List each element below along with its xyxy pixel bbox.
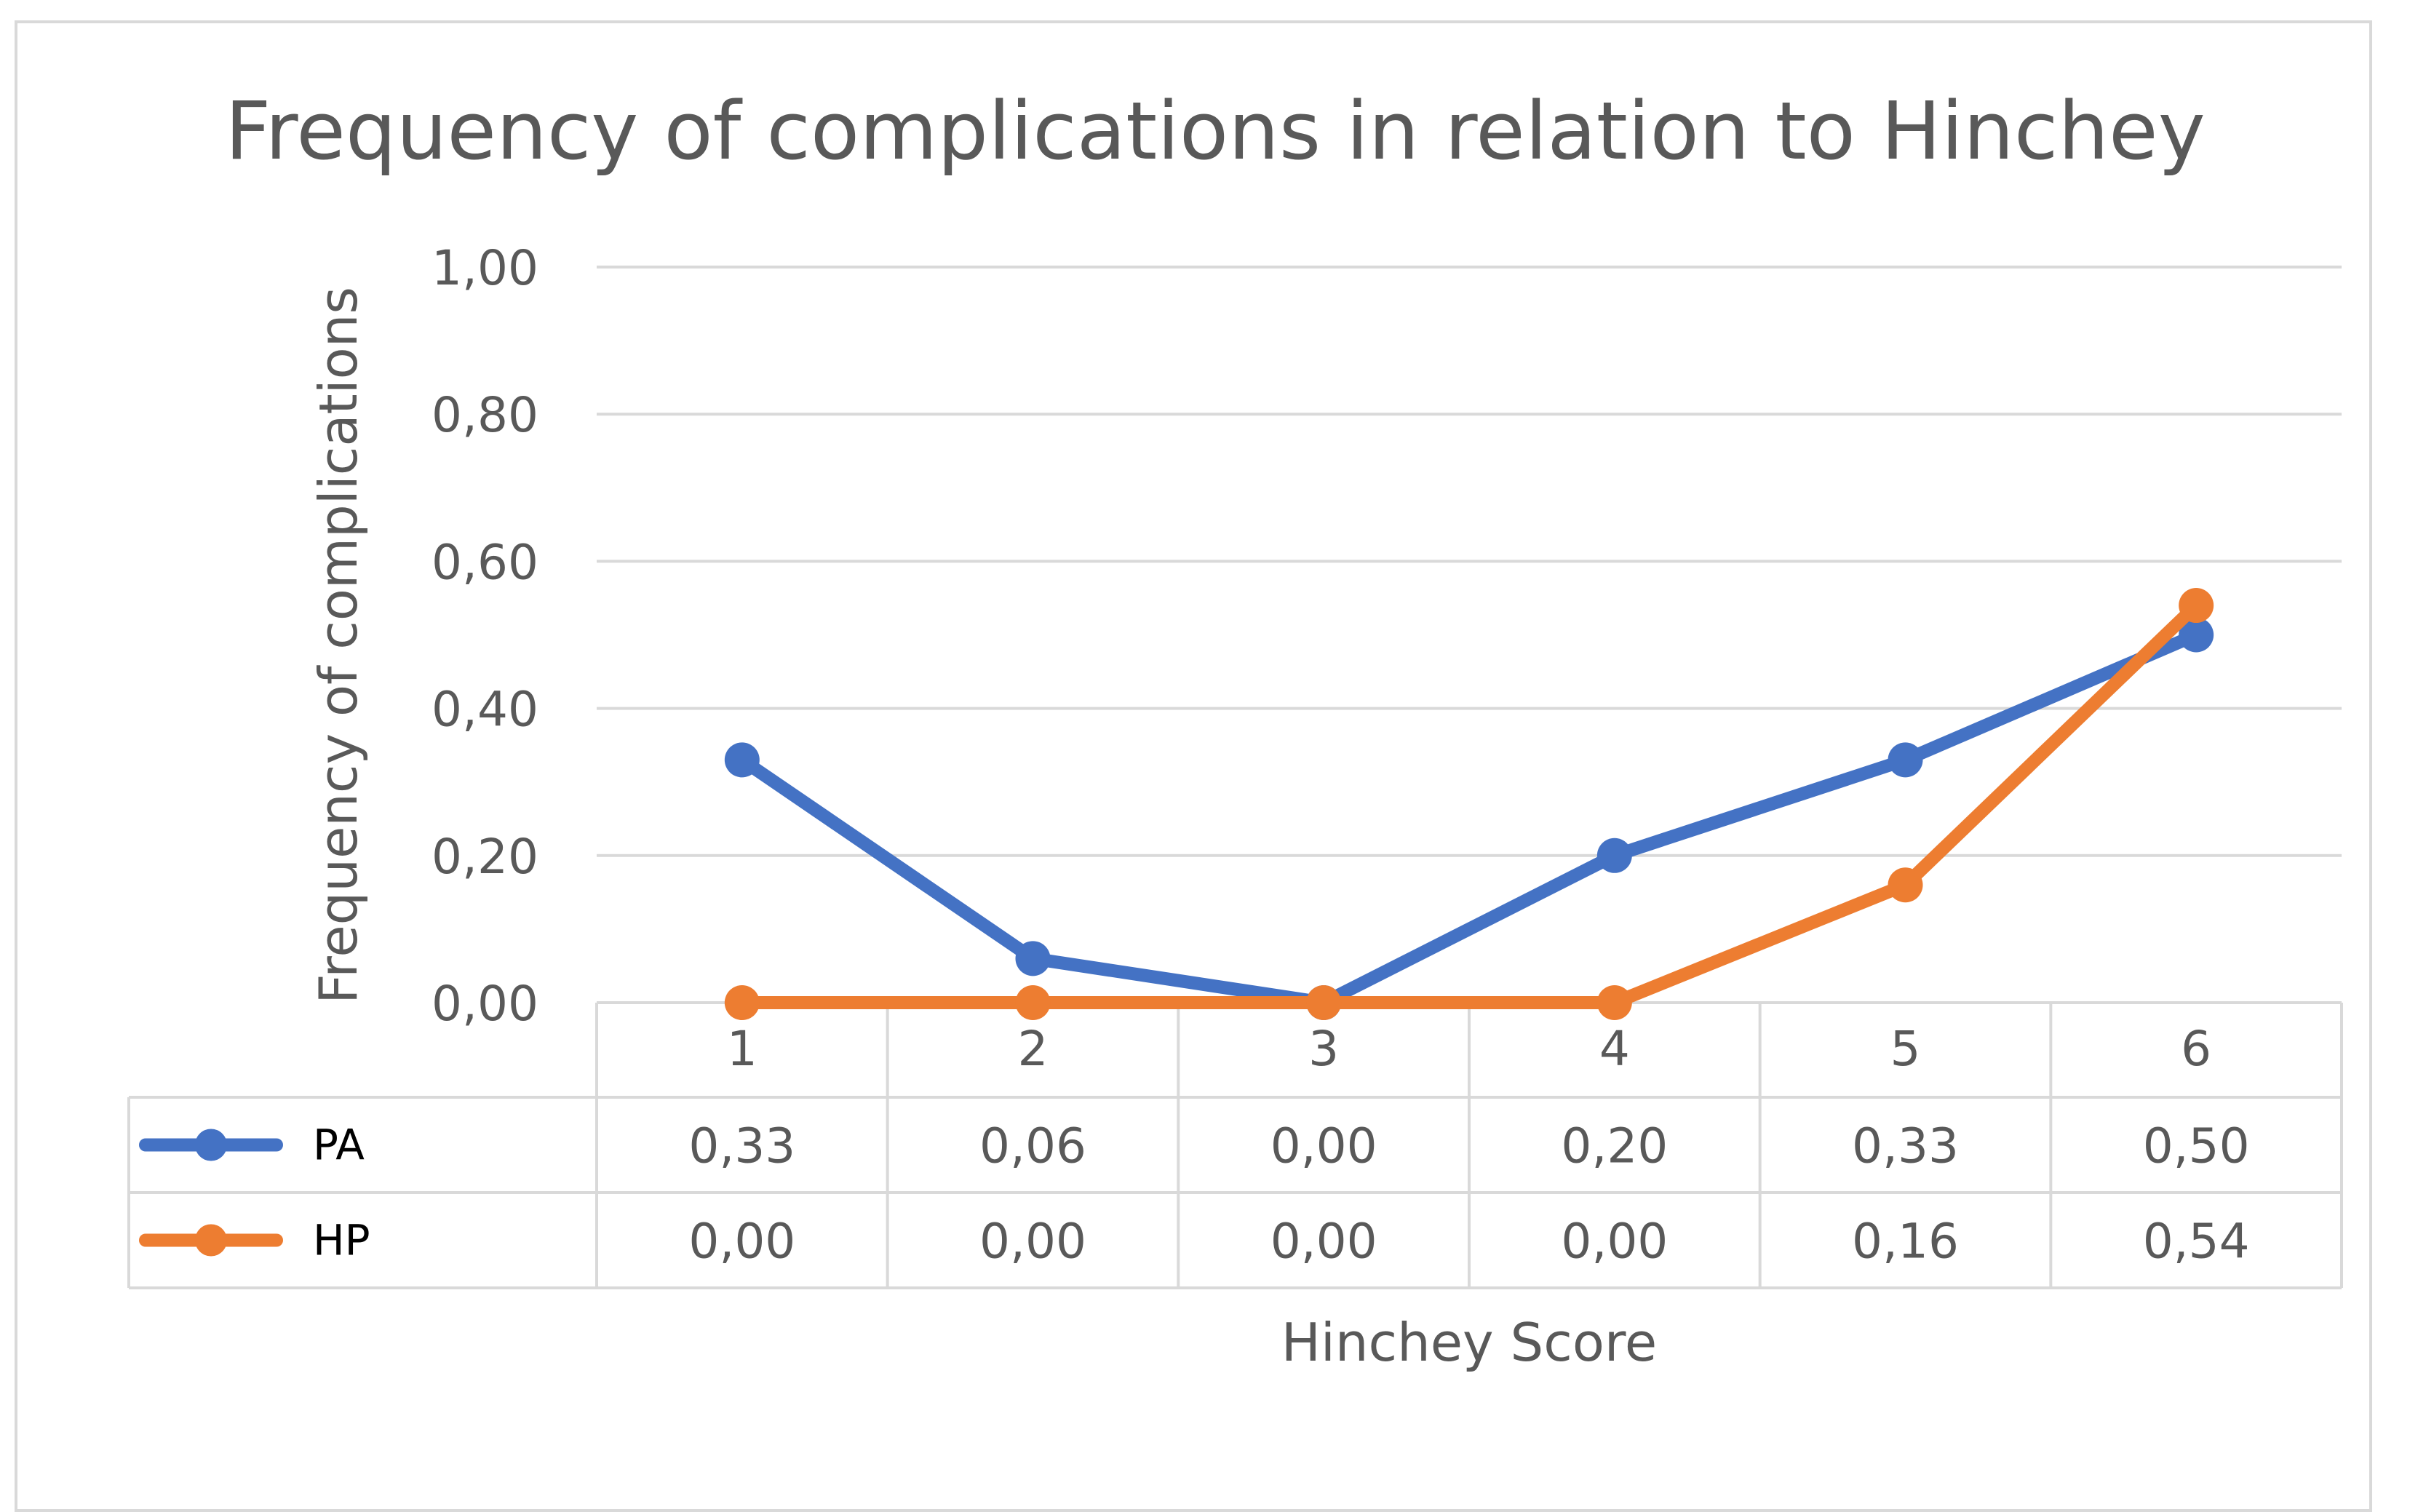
x-axis-title: Hinchey Score	[1281, 1312, 1657, 1373]
series-line-hp	[735, 599, 2203, 1009]
legend-marker-hp	[195, 1224, 227, 1257]
legend-label-pa: PA	[313, 1121, 365, 1170]
x-tick-label: 5	[1890, 1021, 1921, 1077]
data-point-hp	[724, 985, 760, 1020]
chart-frame	[15, 20, 2372, 1512]
y-tick-label: 1,00	[431, 240, 538, 296]
data-label: 0,00	[1561, 1214, 1668, 1270]
data-point-hp	[1596, 985, 1632, 1020]
legend-marker-pa	[195, 1129, 227, 1161]
data-label: 0,00	[979, 1214, 1086, 1270]
data-point-hp	[2179, 588, 2214, 624]
chart-title: Frequency of complications in relation t…	[225, 84, 2206, 178]
data-label: 0,00	[688, 1214, 795, 1270]
data-point-pa	[2179, 617, 2214, 653]
y-axis-title: Frequency of complications	[308, 287, 369, 1004]
y-tick-label: 0,40	[431, 682, 538, 738]
y-tick-label: 0,20	[431, 829, 538, 885]
chart: Frequency of complications in relation t…	[127, 84, 2343, 1373]
x-tick-label: 1	[727, 1021, 757, 1077]
data-label: 0,33	[688, 1118, 795, 1174]
y-tick-label: 0,60	[431, 534, 538, 590]
legend-label-hp: HP	[313, 1216, 370, 1265]
data-label: 0,20	[1561, 1118, 1668, 1174]
data-point-pa	[724, 742, 760, 778]
data-point-hp	[1015, 985, 1051, 1020]
data-table: 1 2 3 4 5 6 PA 0,33 0,06 0,00 0,20 0,33 0,50 HP 0,00 0,…	[127, 1003, 2343, 1289]
data-label: 0,00	[1270, 1118, 1377, 1174]
x-tick-label: 3	[1308, 1021, 1339, 1077]
x-tick-label: 6	[2181, 1021, 2211, 1077]
data-label: 0,54	[2143, 1214, 2250, 1270]
data-label: 0,50	[2143, 1118, 2250, 1174]
data-point-hp	[1888, 867, 1923, 903]
data-label: 0,33	[1852, 1118, 1959, 1174]
data-point-pa	[1015, 941, 1051, 976]
x-tick-label: 4	[1599, 1021, 1630, 1077]
series-line-pa	[735, 628, 2203, 1009]
data-point-hp	[1306, 985, 1342, 1020]
series-lines	[724, 588, 2214, 1020]
y-tick-label: 0,00	[431, 976, 538, 1032]
y-tick-label: 0,80	[431, 387, 538, 443]
x-tick-label: 2	[1018, 1021, 1049, 1077]
grid-lines: 0,00 0,20 0,40 0,60 0,80 1,00	[431, 240, 2342, 1032]
data-label: 0,06	[979, 1118, 1086, 1174]
data-label: 0,16	[1852, 1214, 1959, 1270]
data-label: 0,00	[1270, 1214, 1377, 1270]
data-point-pa	[1596, 837, 1632, 873]
data-point-pa	[1888, 742, 1923, 778]
